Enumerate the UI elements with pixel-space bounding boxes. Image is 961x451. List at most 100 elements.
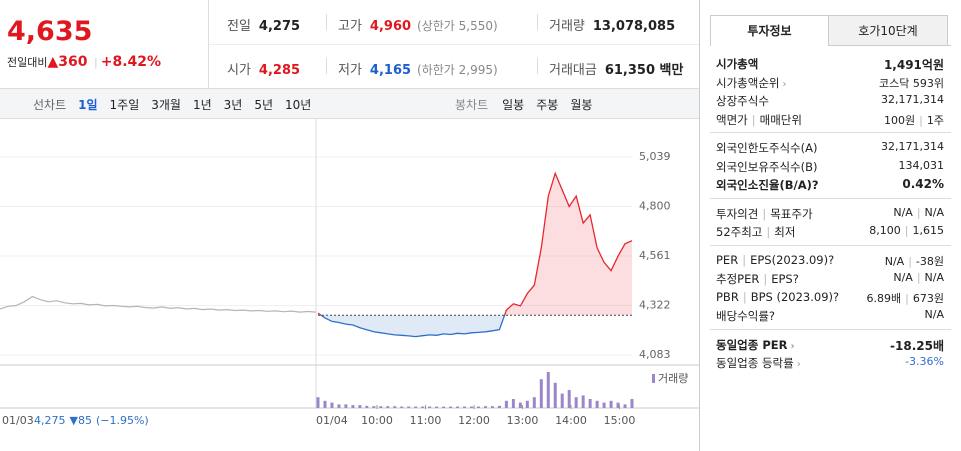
volume-bar [421, 406, 425, 408]
info-label: 시가총액순위 › [716, 75, 786, 91]
value-part: N/A [924, 205, 944, 219]
x-tick-label: 10:00 [361, 414, 393, 427]
summary-value: 4,960 [369, 19, 412, 34]
summary-label: 저가 [338, 63, 362, 78]
volume-bar [525, 400, 529, 408]
value-part: N/A [924, 271, 944, 284]
tab-line [829, 45, 951, 46]
summary-item: 거래대금 61,350 백만 [549, 59, 683, 78]
volume-bar [337, 404, 341, 408]
value-part: 1,491억원 [883, 58, 944, 72]
sep: | [916, 271, 921, 284]
x-tick-label: 11:00 [410, 414, 442, 427]
period-tab[interactable]: 10년 [285, 98, 312, 112]
candle-tab[interactable]: 일봉 [502, 98, 525, 112]
info-label: 상장주식수 [716, 93, 769, 109]
summary-item: 고가 4,960 (상한가 5,550) [338, 15, 498, 34]
footer-rate: (−1.95%) [96, 414, 149, 427]
info-value: 0.42% [902, 177, 944, 191]
info-value: -18.25배 [890, 337, 944, 354]
value-part: 0.42% [902, 177, 944, 191]
date-label: 01/04 [316, 414, 348, 427]
group-divider [710, 132, 951, 133]
stock-panel: 4,635 전일대비▲360 | +8.42% 전일 4,275 고가 4,960 (상한… [0, 0, 700, 451]
footer-prev: 4,275 ▼85 (−1.95%) [34, 414, 149, 427]
label-part: 시가총액 [716, 57, 759, 71]
period-tab[interactable]: 1주일 [109, 98, 140, 112]
candle-tab[interactable]: 월봉 [570, 98, 593, 112]
help: ? [768, 309, 776, 323]
volume-bar [497, 405, 501, 408]
candle-tab[interactable]: 주봉 [536, 98, 559, 112]
value-part: N/A [893, 271, 913, 284]
current-price: 4,635 [7, 16, 93, 47]
info-value: N/A | -38원 [885, 253, 944, 269]
info-label: PER | EPS(2023.09)? [716, 253, 834, 267]
volume-bar [344, 404, 348, 408]
summary-label: 거래량 [549, 19, 585, 34]
summary-item: 거래량 13,078,085 [549, 15, 675, 34]
summary-label: 거래대금 [549, 63, 597, 78]
arrow: › [782, 78, 787, 90]
volume-bar [428, 406, 432, 408]
price-line [317, 171, 633, 338]
info-value: N/A | N/A [893, 271, 944, 284]
arrow: › [790, 340, 795, 352]
period-tab[interactable]: 3년 [223, 98, 243, 112]
info-label: 시가총액 [716, 56, 758, 72]
summary-label: 전일 [227, 19, 251, 34]
label-part: EPS [771, 272, 793, 286]
value-part: N/A [884, 254, 905, 268]
side-tab[interactable]: 호가10단계 [829, 15, 948, 46]
label-part: 상장주식수 [716, 94, 769, 108]
info-label: PBR | BPS (2023.09)? [716, 290, 839, 304]
period-tab[interactable]: 1일 [78, 98, 98, 112]
price-area [318, 173, 632, 337]
sep: | [916, 205, 921, 219]
volume-bar [316, 397, 320, 408]
info-value: 6.89배 | 673원 [867, 290, 944, 306]
info-value: -3.36% [905, 355, 944, 368]
period-tab[interactable]: 1년 [192, 98, 212, 112]
summary-note: (하한가 2,995) [417, 63, 498, 77]
volume-bar [456, 406, 460, 408]
label-part: PER [716, 252, 739, 267]
volume-bar [616, 402, 620, 408]
change-label: 전일대비 [7, 56, 48, 69]
side-tab[interactable]: 투자정보 [710, 15, 829, 46]
sep: | [762, 206, 767, 221]
label-part: 외국인보유주식수(B) [716, 159, 818, 174]
label-part: 액면가 [716, 112, 748, 127]
volume-bar [414, 406, 418, 408]
volume-bar [511, 399, 515, 408]
volume-bar [567, 390, 571, 408]
period-tab[interactable]: 5년 [254, 98, 274, 112]
value-part: 6.89배 [866, 291, 902, 305]
value-part: 8,100 [869, 224, 901, 237]
info-value: 100원 | 1주 [884, 112, 944, 128]
help: ? [811, 178, 819, 192]
x-tick-label: 14:00 [555, 414, 587, 427]
info-value: N/A | N/A [893, 206, 944, 219]
row-divider [209, 44, 699, 45]
value-part: N/A [893, 205, 913, 219]
footer-change: 85 [78, 414, 92, 427]
help: ? [828, 252, 835, 267]
label-part: 외국인소진율(B/A) [716, 178, 812, 192]
label-part: PBR [716, 289, 739, 304]
volume-bar [435, 406, 439, 408]
value-part: 100원 [884, 113, 916, 127]
label-part: 최저 [774, 225, 796, 239]
volume-bar [532, 397, 536, 408]
info-label: 외국인한도주식수(A) [716, 140, 817, 156]
volume-bar [539, 379, 543, 408]
label-part: 52주최고 [716, 225, 763, 239]
y-tick-label: 4,561 [639, 249, 671, 262]
footer-arrow: ▼ [70, 414, 79, 427]
period-tab[interactable]: 3개월 [151, 98, 181, 112]
y-tick-label: 4,800 [639, 200, 671, 213]
volume-bar [323, 400, 327, 408]
volume-bar [560, 393, 564, 408]
volume-legend-swatch [652, 374, 655, 383]
